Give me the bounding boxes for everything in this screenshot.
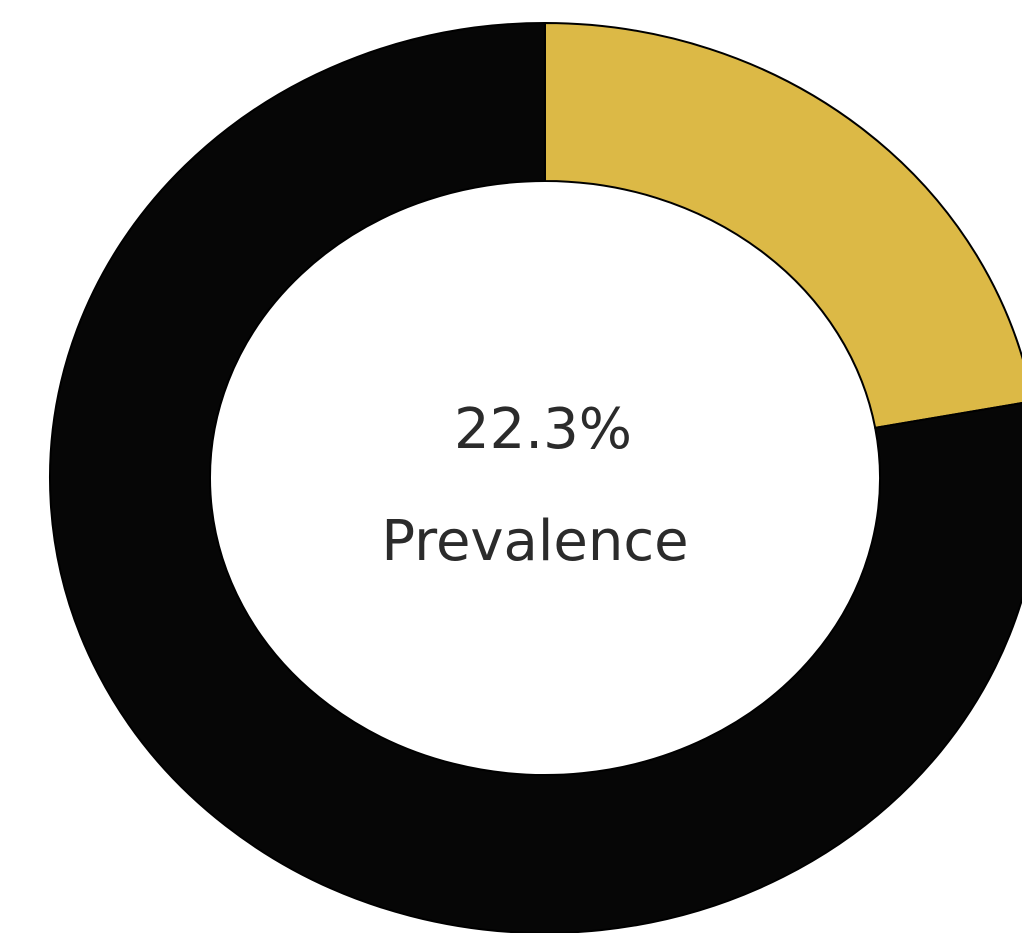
center-value-label: 22.3%: [454, 397, 632, 462]
donut-slices: [49, 21, 1022, 933]
center-caption-label: Prevalence: [381, 509, 688, 574]
donut-slice-prevalence: [544, 21, 1022, 430]
donut-slice-remainder: [49, 21, 1022, 933]
